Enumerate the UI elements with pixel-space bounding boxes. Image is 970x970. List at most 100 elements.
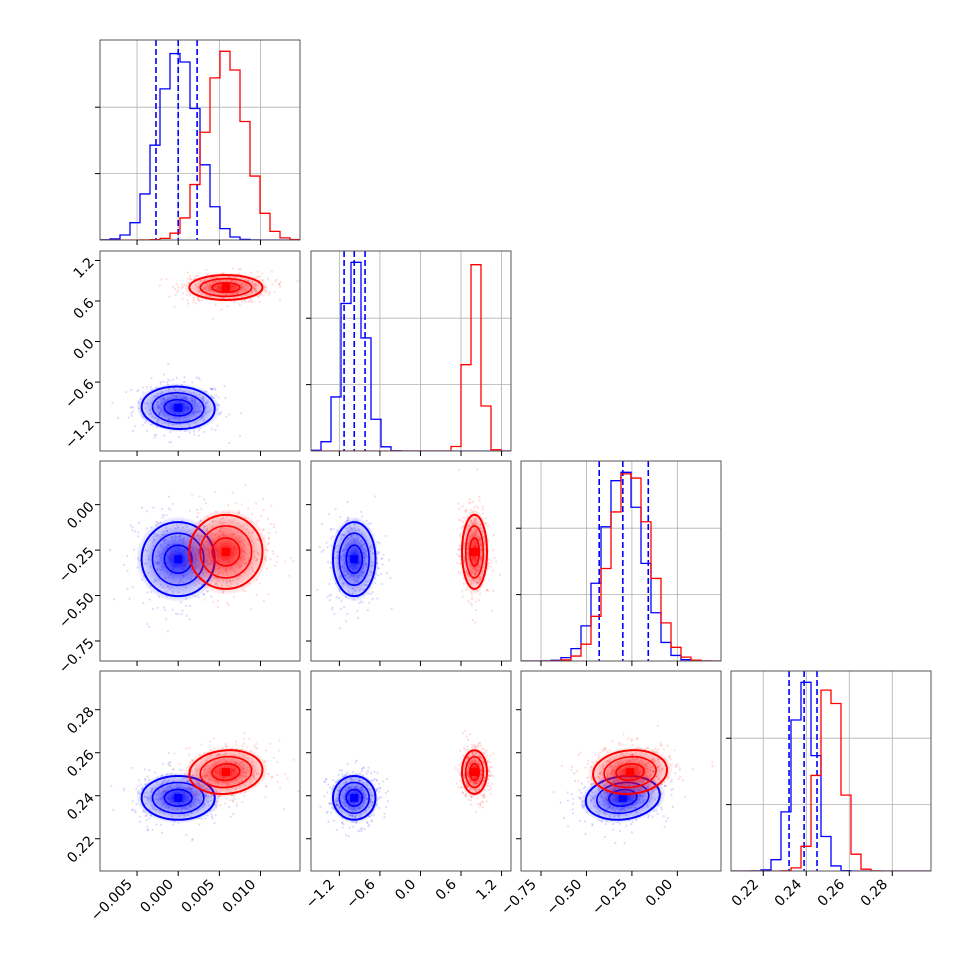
sample-point [180, 573, 184, 576]
sample-point [365, 519, 368, 523]
sample-point [262, 600, 265, 603]
sample-point [185, 293, 189, 297]
sample-point [171, 551, 174, 554]
sample-point [378, 790, 381, 793]
sample-point [343, 605, 346, 609]
sample-point [267, 542, 271, 545]
sample-point [159, 823, 163, 826]
sample-point [390, 607, 393, 610]
sample-point [187, 583, 190, 586]
sample-point [289, 557, 292, 560]
sample-point [191, 381, 194, 384]
sample-point [577, 796, 580, 799]
sample-point [478, 592, 482, 595]
sample-point [206, 272, 209, 276]
sample-point [621, 743, 624, 746]
x-tick-label: 0.0 [392, 877, 419, 904]
blue-contour [345, 788, 364, 807]
sample-point [650, 796, 653, 800]
sample-point [487, 524, 490, 527]
sample-point [130, 406, 133, 409]
histograms-2 [521, 461, 721, 661]
sample-point [485, 749, 488, 752]
sample-point [373, 770, 376, 774]
sample-point [162, 373, 165, 376]
sample-point [292, 560, 295, 563]
sample-point [361, 827, 364, 830]
sample-point [142, 601, 145, 605]
sample-point [216, 606, 219, 609]
sample-point [265, 749, 268, 752]
sample-point [134, 530, 137, 533]
sample-point [486, 588, 489, 591]
sample-point [283, 773, 286, 776]
sample-point [224, 742, 227, 745]
y-tick-label: 0.26 [64, 747, 97, 780]
sample-point [195, 376, 198, 379]
sample-point [169, 508, 172, 511]
sample-point [140, 506, 144, 509]
x-tick-label: 1.2 [473, 877, 500, 904]
sample-point [211, 600, 215, 603]
sample-point [480, 800, 484, 803]
sample-point [471, 743, 474, 746]
sample-point [168, 764, 171, 767]
sample-point [167, 495, 171, 498]
sample-point [492, 752, 495, 755]
sample-point [192, 430, 195, 433]
sample-point [460, 527, 463, 530]
sample-point [149, 385, 152, 389]
sample-point [458, 468, 461, 472]
sample-point [130, 414, 134, 417]
sample-point [137, 531, 140, 534]
sample-point [211, 388, 214, 391]
sample-point [361, 515, 364, 518]
sample-point [171, 608, 174, 611]
sample-point [660, 808, 664, 811]
sample-point [469, 732, 472, 736]
red-histogram-2 [521, 473, 721, 661]
sample-point [267, 592, 270, 595]
contours-3-1 [319, 729, 495, 838]
sample-point [465, 735, 468, 738]
sample-point [471, 619, 475, 622]
sample-point [219, 803, 222, 807]
sample-point [580, 800, 583, 803]
sample-point [250, 608, 253, 611]
sample-point [341, 826, 344, 829]
sample-point [275, 278, 278, 281]
red-contour [188, 749, 264, 795]
sample-point [631, 820, 634, 824]
red-peak [470, 547, 479, 556]
sample-point [656, 812, 659, 815]
sample-point [292, 758, 295, 761]
sample-point [333, 612, 336, 616]
sample-point [341, 821, 344, 824]
sample-point [604, 747, 607, 750]
sample-point [143, 421, 146, 424]
sample-point [192, 581, 195, 585]
sample-point [251, 301, 254, 304]
sample-point [187, 302, 190, 305]
sample-point [368, 601, 371, 604]
sample-point [664, 785, 667, 788]
red-contour [211, 537, 241, 567]
sample-point [145, 818, 148, 822]
sample-point [603, 747, 606, 750]
sample-point [210, 427, 213, 431]
sample-point [346, 612, 349, 615]
sample-point [172, 768, 175, 771]
sample-point [668, 755, 671, 759]
sample-point [470, 595, 473, 598]
sample-point [202, 593, 206, 596]
sample-point [662, 815, 666, 818]
red-contour [211, 762, 241, 782]
sample-point [168, 441, 171, 444]
blue-histogram-1 [311, 261, 511, 451]
sample-point [168, 295, 171, 298]
sample-point [376, 771, 379, 774]
sample-point [464, 748, 467, 751]
sample-point [467, 798, 470, 802]
sample-point [570, 765, 574, 768]
sample-point [130, 412, 133, 415]
